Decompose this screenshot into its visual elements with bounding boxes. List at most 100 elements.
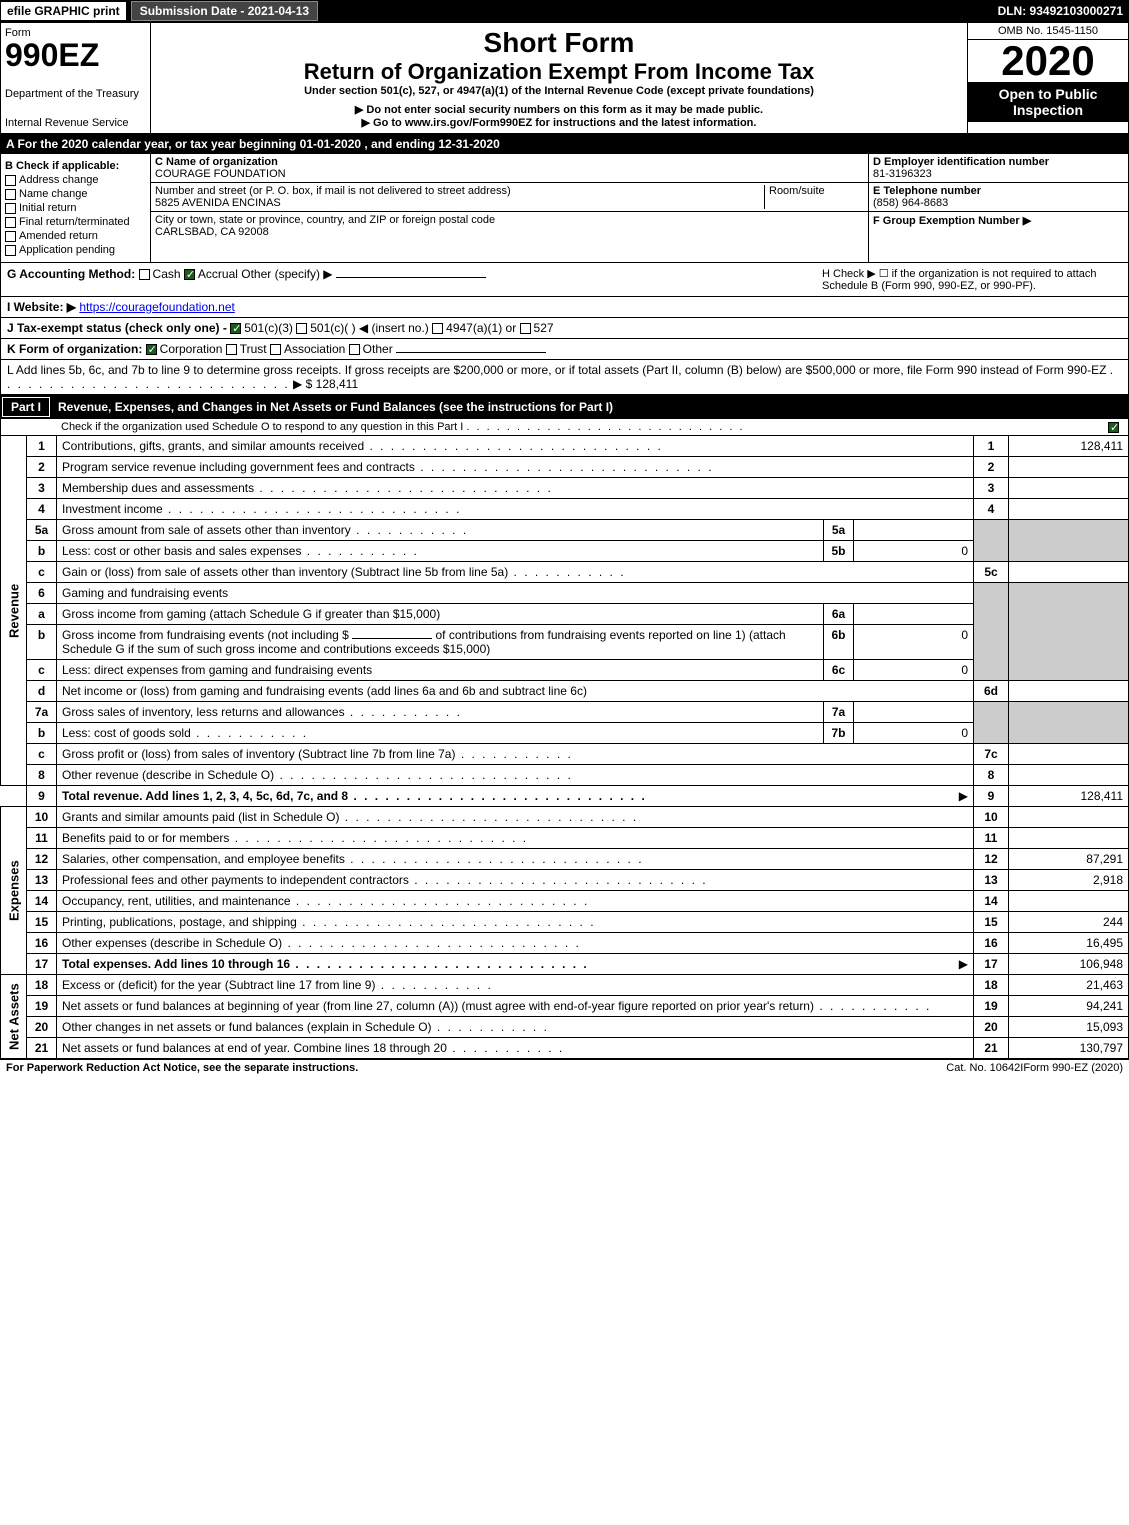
line-6c-desc: Less: direct expenses from gaming and fu…	[57, 660, 824, 681]
line-20-rno: 20	[974, 1017, 1009, 1038]
side-label-net-assets: Net Assets	[1, 975, 27, 1059]
checkbox-other-org[interactable]	[349, 344, 360, 355]
line-15-rno: 15	[974, 912, 1009, 933]
checkbox-4947[interactable]	[432, 323, 443, 334]
checkbox-trust[interactable]	[226, 344, 237, 355]
website-link[interactable]: https://couragefoundation.net	[79, 300, 234, 314]
line-14-desc: Occupancy, rent, utilities, and maintena…	[62, 894, 589, 908]
side-label-expenses: Expenses	[1, 807, 27, 975]
line-6d-rno: 6d	[974, 681, 1009, 702]
checkbox-amended-return[interactable]	[5, 231, 16, 242]
line-5a-mval	[854, 520, 974, 541]
line-21-val: 130,797	[1009, 1038, 1129, 1059]
line-8-desc: Other revenue (describe in Schedule O)	[62, 768, 573, 782]
line-10-no: 10	[27, 807, 57, 828]
label-association: Association	[284, 342, 345, 356]
line-4-rno: 4	[974, 499, 1009, 520]
line-5a-no: 5a	[27, 520, 57, 541]
irs-label: Internal Revenue Service	[5, 117, 146, 129]
line-l-arrow: ▶ $	[293, 377, 312, 391]
line-9-no: 9	[27, 786, 57, 807]
line-16-rno: 16	[974, 933, 1009, 954]
line-13-val: 2,918	[1009, 870, 1129, 891]
line-4-val	[1009, 499, 1129, 520]
checkbox-address-change[interactable]	[5, 175, 16, 186]
line-5b-desc: Less: cost or other basis and sales expe…	[62, 544, 419, 558]
checkbox-schedule-o[interactable]	[1108, 422, 1119, 433]
checkbox-501c3[interactable]	[230, 323, 241, 334]
checkbox-association[interactable]	[270, 344, 281, 355]
line-8-rno: 8	[974, 765, 1009, 786]
line-15-val: 244	[1009, 912, 1129, 933]
checkbox-final-return[interactable]	[5, 217, 16, 228]
line-6a-desc: Gross income from gaming (attach Schedul…	[57, 604, 824, 625]
line-4-desc: Investment income	[62, 502, 461, 516]
line-2-val	[1009, 457, 1129, 478]
label-4947: 4947(a)(1) or	[446, 321, 516, 335]
label-corporation: Corporation	[160, 342, 223, 356]
line-7c-rno: 7c	[974, 744, 1009, 765]
line-3-rno: 3	[974, 478, 1009, 499]
label-527: 527	[534, 321, 554, 335]
line-16-no: 16	[27, 933, 57, 954]
efile-print-button[interactable]: efile GRAPHIC print	[0, 1, 127, 21]
box-c-label: C Name of organization	[155, 156, 864, 168]
line-12-rno: 12	[974, 849, 1009, 870]
entity-block: B Check if applicable: Address change Na…	[0, 154, 1129, 263]
line-15-no: 15	[27, 912, 57, 933]
box-c: C Name of organization COURAGE FOUNDATIO…	[151, 154, 868, 262]
addr-label: Number and street (or P. O. box, if mail…	[155, 185, 764, 197]
main-title: Return of Organization Exempt From Incom…	[157, 59, 961, 85]
other-specify-input[interactable]	[336, 277, 486, 278]
other-org-input[interactable]	[396, 352, 546, 353]
top-bar: efile GRAPHIC print Submission Date - 20…	[0, 0, 1129, 22]
ein-value: 81-3196323	[873, 168, 1124, 180]
line-6b-amount-input[interactable]	[352, 638, 432, 639]
form-of-org-row: K Form of organization: Corporation Trus…	[0, 339, 1129, 360]
checkbox-cash[interactable]	[139, 269, 150, 280]
label-accrual: Accrual	[198, 267, 238, 281]
line-17-no: 17	[27, 954, 57, 975]
tax-exempt-row: J Tax-exempt status (check only one) - 5…	[0, 318, 1129, 339]
checkbox-501c[interactable]	[296, 323, 307, 334]
line-6c-mval: 0	[854, 660, 974, 681]
line-2-desc: Program service revenue including govern…	[62, 460, 714, 474]
line-2-no: 2	[27, 457, 57, 478]
checkbox-accrual[interactable]	[184, 269, 195, 280]
line-21-no: 21	[27, 1038, 57, 1059]
submission-date-button[interactable]: Submission Date - 2021-04-13	[131, 1, 318, 21]
line-6a-mno: 6a	[824, 604, 854, 625]
line-13-desc: Professional fees and other payments to …	[62, 873, 708, 887]
line-6b-mval: 0	[854, 625, 974, 660]
checkbox-initial-return[interactable]	[5, 203, 16, 214]
line-l-amount: 128,411	[316, 377, 359, 391]
box-k-label: K Form of organization:	[7, 342, 142, 356]
shade-6v	[1009, 583, 1129, 681]
shade-7	[974, 702, 1009, 744]
line-7a-mno: 7a	[824, 702, 854, 723]
line-6a-mval	[854, 604, 974, 625]
box-b: B Check if applicable: Address change Na…	[1, 154, 151, 262]
shade-7v	[1009, 702, 1129, 744]
line-7c-no: c	[27, 744, 57, 765]
line-18-rno: 18	[974, 975, 1009, 996]
label-cash: Cash	[153, 267, 181, 281]
checkbox-527[interactable]	[520, 323, 531, 334]
line-6a-no: a	[27, 604, 57, 625]
checkbox-corporation[interactable]	[146, 344, 157, 355]
line-11-no: 11	[27, 828, 57, 849]
line-21-desc: Net assets or fund balances at end of ye…	[62, 1041, 564, 1055]
checkbox-app-pending[interactable]	[5, 245, 16, 256]
checkbox-name-change[interactable]	[5, 189, 16, 200]
footer-form-id: Form 990-EZ (2020)	[1023, 1062, 1123, 1074]
line-13-rno: 13	[974, 870, 1009, 891]
label-501c3: 501(c)(3)	[244, 321, 293, 335]
line-5a-mno: 5a	[824, 520, 854, 541]
box-f-label: F Group Exemption Number ▶	[873, 215, 1031, 227]
label-amended-return: Amended return	[19, 230, 98, 242]
line-17-arrow: ▶	[959, 957, 968, 971]
line-17-val: 106,948	[1009, 954, 1129, 975]
dln-label: DLN: 93492103000271	[998, 4, 1129, 18]
line-2-rno: 2	[974, 457, 1009, 478]
side-label-revenue: Revenue	[1, 436, 27, 786]
